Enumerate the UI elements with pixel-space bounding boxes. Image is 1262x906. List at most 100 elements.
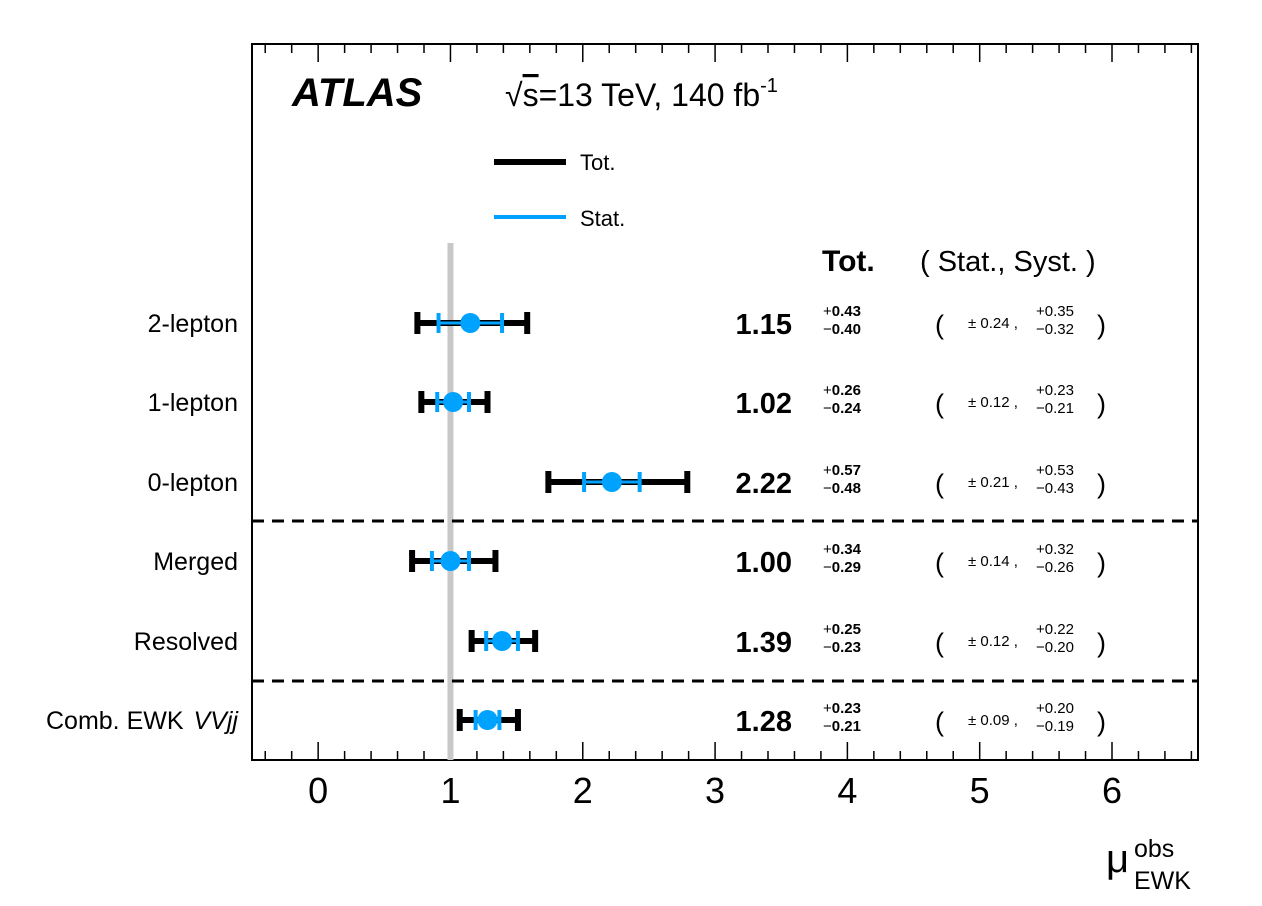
close-paren: ) <box>1097 389 1106 419</box>
total-error-up: +0.34 <box>823 541 862 558</box>
svg-text:μ: μ <box>1106 837 1129 881</box>
plus-minus-sign: ± <box>968 712 980 729</box>
open-paren: ( <box>935 469 944 499</box>
category-label-main: Resolved <box>134 628 238 656</box>
minus-sign: − <box>823 480 832 497</box>
comma: , <box>1010 712 1018 729</box>
total-error-down: −0.21 <box>823 718 861 735</box>
plus-sign: + <box>823 462 832 479</box>
syst-error-up-value: 0.35 <box>1045 303 1074 320</box>
close-paren: ) <box>1097 707 1106 737</box>
plus-sign: + <box>823 541 832 558</box>
minus-sign: − <box>1036 639 1045 656</box>
central-value-marker <box>492 631 513 651</box>
category-label-main: 0-lepton <box>148 469 238 497</box>
stat-error: ± 0.21 , <box>968 474 1018 491</box>
total-error-up: +0.23 <box>823 700 861 717</box>
svg-text:√s=13 TeV, 140 fb-1: √s=13 TeV, 140 fb-1 <box>505 75 778 113</box>
stat-error: ± 0.14 , <box>968 553 1018 570</box>
x-axis-subscript: EWK <box>1134 867 1191 895</box>
value-label: 1.02 <box>736 388 792 420</box>
x-tick-label: 0 <box>308 770 328 811</box>
category-label: Resolved <box>134 628 238 656</box>
value-label: 1.39 <box>736 627 792 659</box>
plus-minus-sign: ± <box>968 633 980 650</box>
tot-column-header: Tot. <box>822 245 875 278</box>
close-paren: ) <box>1097 628 1106 658</box>
minus-sign: − <box>1036 400 1045 417</box>
measurement-row: Comb. EWK VVjj 1.28 +0.23−0.21(± 0.09 ,+0.2… <box>46 700 1106 738</box>
syst-error-up-value: 0.53 <box>1045 462 1074 479</box>
syst-error-up: +0.53 <box>1036 462 1074 479</box>
total-error-down-value: 0.40 <box>832 321 861 338</box>
close-paren: ) <box>1097 469 1106 499</box>
stat-error: ± 0.24 , <box>968 315 1018 332</box>
stat-error-value: 0.21 <box>980 474 1009 491</box>
stat-error: ± 0.12 , <box>968 394 1018 411</box>
total-error-up-value: 0.34 <box>832 541 862 558</box>
stat-error-value: 0.14 <box>980 553 1009 570</box>
minus-sign: − <box>823 639 832 656</box>
total-error-down-value: 0.29 <box>832 559 861 576</box>
plus-sign: + <box>1036 303 1045 320</box>
category-label: Merged <box>153 548 238 576</box>
energy-superscript: -1 <box>760 75 778 97</box>
plus-sign: + <box>823 621 832 638</box>
total-error-up-value: 0.43 <box>832 303 861 320</box>
value-label: 2.22 <box>736 468 792 500</box>
open-paren: ( <box>935 707 944 737</box>
syst-error-down: −0.32 <box>1036 321 1074 338</box>
central-value-marker <box>443 392 464 412</box>
total-error-down-value: 0.23 <box>832 639 861 656</box>
measurement-rows: 2-lepton 1.15 +0.43−0.40(± 0.24 ,+0.35−0.3… <box>46 303 1106 738</box>
minus-sign: − <box>1036 718 1045 735</box>
syst-error-down: −0.26 <box>1036 559 1074 576</box>
sqrt-symbol: √ <box>505 77 523 113</box>
energy-text: =13 TeV, 140 fb <box>539 77 761 113</box>
total-error-down: −0.24 <box>823 400 862 417</box>
category-label: 2-lepton <box>148 310 238 338</box>
syst-error-down: −0.21 <box>1036 400 1074 417</box>
plus-minus-sign: ± <box>968 474 980 491</box>
total-error-up-value: 0.57 <box>832 462 861 479</box>
total-error-down: −0.29 <box>823 559 861 576</box>
x-tick-label: 5 <box>970 770 990 811</box>
plus-sign: + <box>1036 541 1045 558</box>
syst-error-down-value: 0.19 <box>1045 718 1074 735</box>
category-label: Comb. EWK VVjj <box>46 707 239 735</box>
close-paren: ) <box>1097 548 1106 578</box>
central-value-marker <box>601 472 622 492</box>
legend: Tot. Stat. <box>494 150 625 231</box>
x-tick-label: 3 <box>705 770 725 811</box>
plus-minus-sign: ± <box>968 553 980 570</box>
value-label: 1.28 <box>736 706 792 738</box>
stat-error-value: 0.24 <box>980 315 1009 332</box>
syst-error-down-value: 0.32 <box>1045 321 1074 338</box>
total-error-up-value: 0.26 <box>832 382 861 399</box>
open-paren: ( <box>935 628 944 658</box>
measurement-row: Merged 1.00 +0.34−0.29(± 0.14 ,+0.32−0.26) <box>153 541 1106 579</box>
minus-sign: − <box>1036 559 1045 576</box>
comma: , <box>1010 474 1018 491</box>
x-axis-ticks: 0 1 2 3 4 5 6 <box>264 44 1193 811</box>
x-axis-superscript: obs <box>1134 835 1174 863</box>
stat-error: ± 0.09 , <box>968 712 1018 729</box>
category-label-main: Merged <box>153 548 238 576</box>
stat-error-value: 0.12 <box>980 633 1009 650</box>
minus-sign: − <box>823 400 832 417</box>
value-label: 1.15 <box>736 309 792 341</box>
syst-error-up-value: 0.22 <box>1045 621 1074 638</box>
category-label-main: Comb. EWK <box>46 707 184 735</box>
atlas-label: ATLAS <box>291 71 423 115</box>
x-tick-label: 1 <box>440 770 460 811</box>
plus-minus-sign: ± <box>968 315 980 332</box>
minus-sign: − <box>1036 480 1045 497</box>
measurement-row: Resolved 1.39 +0.25−0.23(± 0.12 ,+0.22−0.2… <box>134 621 1106 659</box>
comma: , <box>1010 315 1018 332</box>
comma: , <box>1010 553 1018 570</box>
measurement-row: 1-lepton 1.02 +0.26−0.24(± 0.12 ,+0.23−0.2… <box>148 382 1106 420</box>
category-label-main: 1-lepton <box>148 389 238 417</box>
comma: , <box>1010 633 1018 650</box>
x-tick-label: 4 <box>837 770 857 811</box>
